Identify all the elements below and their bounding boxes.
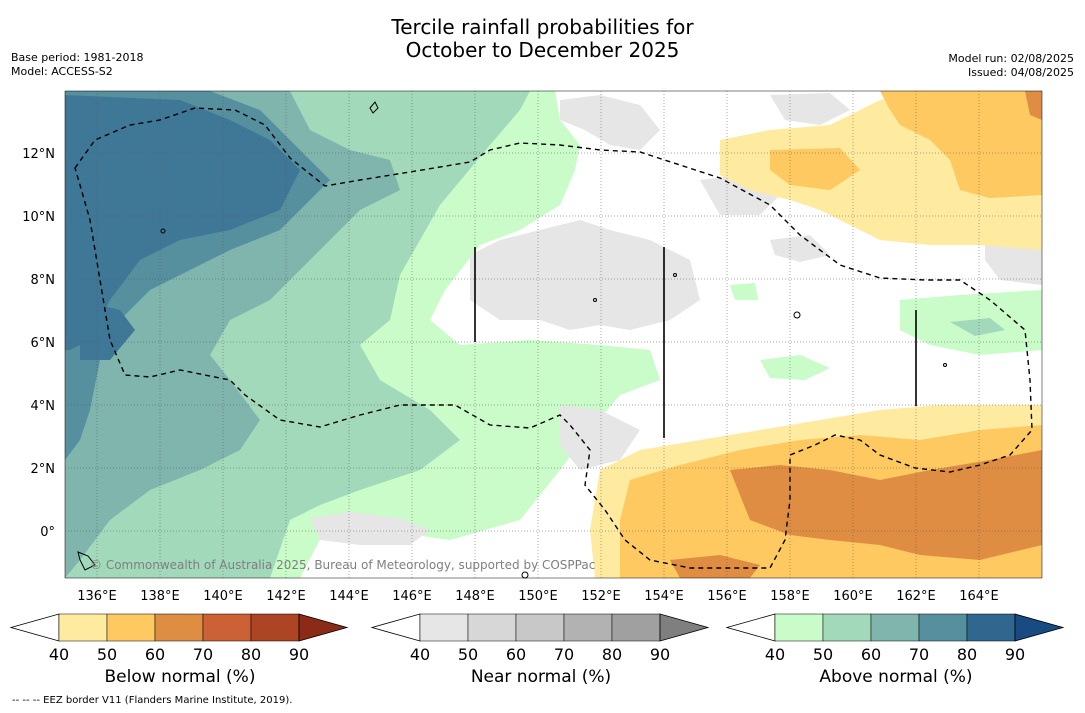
base-period-text: Base period: 1981-2018 <box>11 51 144 64</box>
lat-tick-label: 8°N <box>31 273 56 288</box>
colorbar-tick-label: 70 <box>554 645 574 664</box>
below-normal-70-region-se <box>730 450 1042 560</box>
colorbar-segment <box>515 613 565 642</box>
colorbar-segment <box>419 613 469 642</box>
lat-tick-label: 2°N <box>31 462 56 477</box>
colorbar-tick-label: 70 <box>909 645 929 664</box>
eez-footnote: -- -- -- EEZ border V11 (Flanders Marine… <box>12 695 293 706</box>
lat-tick-label: 12°N <box>22 147 55 162</box>
near-normal-50-region-central <box>470 220 700 330</box>
colorbar-segment <box>467 613 517 642</box>
colorbar-segment <box>870 613 920 642</box>
colorbar-segment <box>154 613 204 642</box>
map-title-line2: October to December 2025 <box>405 38 680 62</box>
colorbar-extend-high <box>1014 613 1065 642</box>
lat-tick-label: 6°N <box>31 336 56 351</box>
lon-tick-label: 162°E <box>896 589 936 604</box>
colorbar-tick-label: 90 <box>289 645 309 664</box>
map-frame <box>64 90 1043 579</box>
colorbar-extend-high <box>659 613 710 642</box>
colorbar-tick-label: 60 <box>861 645 881 664</box>
below-normal-60-patch-ne2 <box>770 148 860 190</box>
lon-tick-label: 136°E <box>77 589 117 604</box>
colorbar-tick-label: 40 <box>49 645 69 664</box>
above-normal-90-patch-east <box>80 300 135 360</box>
lon-tick-label: 154°E <box>644 589 684 604</box>
above-normal-90-region <box>65 95 300 350</box>
probability-field <box>65 91 1042 578</box>
lon-tick-label: 146°E <box>392 589 432 604</box>
colorbar-label-near: Near normal (%) <box>470 667 612 687</box>
model-run-text: Model run: 02/08/2025 <box>948 52 1074 65</box>
colorbar-tick-label: 50 <box>813 645 833 664</box>
latitude-labels: 12°N 10°N 8°N 6°N 4°N 2°N 0° <box>22 147 55 540</box>
colorbar-extend-low <box>9 613 60 642</box>
colorbar-segment <box>918 613 968 642</box>
colorbar-segment <box>611 613 661 642</box>
lon-tick-label: 160°E <box>833 589 873 604</box>
copyright-text: © Commonwealth of Australia 2025, Bureau… <box>90 558 596 572</box>
colorbar-label-below: Below normal (%) <box>104 667 256 687</box>
below-normal-70-patch-ne <box>1025 91 1042 120</box>
colorbar-tick-label: 70 <box>193 645 213 664</box>
lon-tick-label: 158°E <box>770 589 810 604</box>
lon-tick-label: 156°E <box>707 589 747 604</box>
colorbar-tick-label: 50 <box>458 645 478 664</box>
colorbar-tick-label: 40 <box>410 645 430 664</box>
lat-tick-label: 10°N <box>22 210 55 225</box>
colorbar-tick-label: 80 <box>957 645 977 664</box>
colorbar-segment <box>202 613 252 642</box>
longitude-labels: 136°E 138°E 140°E 142°E 144°E 146°E 148°E 150°E… <box>77 589 999 604</box>
colorbars: 40 50 60 70 80 90 40 50 60 70 80 90 40 50 60 70 80 90 <box>9 613 1065 664</box>
colorbar-segment <box>966 613 1016 642</box>
colorbar-extend-high <box>298 613 349 642</box>
lon-tick-label: 138°E <box>140 589 180 604</box>
colorbar-segment <box>250 613 300 642</box>
colorbar-segment <box>774 613 824 642</box>
near-normal-50-patch-s <box>310 512 430 545</box>
issued-text: Issued: 04/08/2025 <box>967 66 1074 79</box>
colorbar-tick-label: 40 <box>765 645 785 664</box>
map-title-line1: Tercile rainfall probabilities for <box>391 15 694 39</box>
model-text: Model: ACCESS-S2 <box>11 65 113 78</box>
below-normal-60-region-ne <box>880 91 1042 198</box>
colorbar-extend-low <box>370 613 421 642</box>
lon-tick-label: 152°E <box>581 589 621 604</box>
near-normal-50-patch-e3 <box>770 235 830 262</box>
above-normal-60-patch-east <box>950 318 1005 336</box>
colorbar: 40 50 60 70 80 90 <box>725 613 1065 664</box>
colorbar-label-above: Above normal (%) <box>819 667 973 687</box>
colorbar-segment <box>58 613 108 642</box>
colorbar-tick-label: 90 <box>650 645 670 664</box>
below-normal-70-patch-s <box>670 555 760 578</box>
above-normal-50-patch-east3 <box>730 283 758 300</box>
near-normal-50-patch-north <box>560 95 660 150</box>
near-normal-50-patch-mid <box>560 405 640 470</box>
colorbar-tick-label: 90 <box>1005 645 1025 664</box>
colorbar-segment <box>822 613 872 642</box>
colorbar: 40 50 60 70 80 90 <box>9 613 349 664</box>
lon-tick-label: 148°E <box>455 589 495 604</box>
colorbar-segment <box>106 613 156 642</box>
lon-tick-label: 142°E <box>266 589 306 604</box>
colorbar-extend-low <box>725 613 776 642</box>
colorbar-tick-label: 50 <box>97 645 117 664</box>
colorbar: 40 50 60 70 80 90 <box>370 613 710 664</box>
lon-tick-label: 150°E <box>518 589 558 604</box>
colorbar-tick-label: 80 <box>602 645 622 664</box>
lon-tick-label: 164°E <box>959 589 999 604</box>
lat-tick-label: 4°N <box>31 399 56 414</box>
colorbar-tick-label: 80 <box>241 645 261 664</box>
eez-border-line <box>74 107 1033 569</box>
lon-tick-label: 144°E <box>329 589 369 604</box>
above-normal-50-patch-east2 <box>760 355 830 380</box>
lon-tick-label: 140°E <box>203 589 243 604</box>
colorbar-tick-label: 60 <box>145 645 165 664</box>
colorbar-segment <box>563 613 613 642</box>
colorbar-tick-label: 60 <box>506 645 526 664</box>
lat-tick-label: 0° <box>40 525 55 540</box>
island-outlines <box>77 101 947 579</box>
